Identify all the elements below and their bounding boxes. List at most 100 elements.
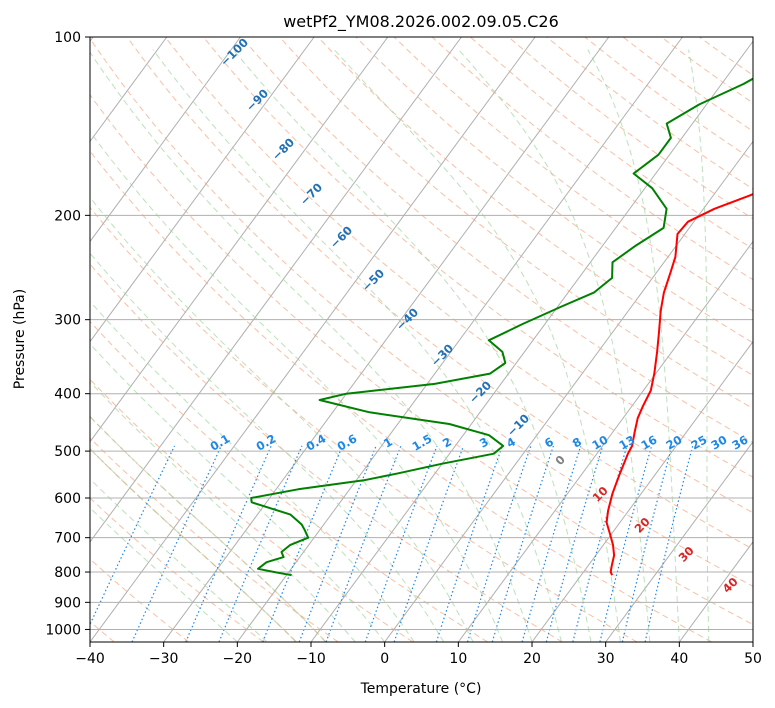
isotherm-line [752, 641, 753, 642]
moist-adiabat-label: 10 [590, 484, 611, 505]
y-tick-label: 100 [54, 30, 81, 46]
moist-adiabat-label: 30 [676, 544, 697, 565]
moist-adiabat-line [90, 252, 445, 642]
moist-adiabat-line [458, 49, 651, 642]
dry-adiabat-line [546, 37, 753, 190]
isotherm-line [90, 37, 315, 343]
moist-adiabat-line [152, 49, 562, 642]
isotherm-line [457, 240, 753, 642]
mixing-ratio-label: 16 [639, 432, 660, 452]
moist-adiabat-line [90, 507, 238, 642]
moist-adiabat-line [587, 49, 680, 642]
mixing-ratio-line [599, 445, 653, 642]
mixing-ratio-line [466, 445, 532, 642]
isotherm-line [531, 340, 753, 642]
mixing-ratio-line [364, 445, 438, 642]
moist-adiabat-line [688, 49, 710, 642]
y-tick-label: 300 [54, 313, 81, 329]
x-axis-label: Temperature (°C) [360, 681, 482, 697]
guide-curve [90, 415, 327, 642]
mixing-ratio-line [262, 445, 343, 642]
dry-adiabat-line [164, 37, 753, 514]
mixing-ratio-line [185, 445, 272, 642]
isotherm-line [90, 37, 241, 243]
moist-adiabat-line [90, 415, 327, 642]
dry-adiabat-line [90, 150, 712, 642]
dry-adiabat-lines [90, 37, 753, 642]
mixing-ratio-label: 36 [730, 432, 751, 452]
y-tick-label: 500 [54, 444, 81, 460]
isotherm-line [90, 37, 389, 443]
x-tick-label: 40 [670, 651, 688, 667]
mixing-ratio-label: 0.2 [254, 431, 279, 453]
moist-adiabat-label: 20 [632, 515, 653, 536]
mixing-ratio-label: 13 [617, 432, 638, 452]
moist-adiabat-line [232, 49, 592, 642]
dry-adiabat-line [90, 93, 753, 626]
x-tick-label: −10 [296, 651, 326, 667]
moist-adiabat-line [90, 478, 268, 642]
y-tick-label: 400 [54, 387, 81, 403]
x-tick-label: 0 [380, 651, 389, 667]
dry-adiabat-line [90, 497, 264, 642]
isotherm-line [605, 440, 753, 642]
x-tick-label: 10 [449, 651, 467, 667]
dry-adiabat-line [699, 37, 753, 76]
mixing-ratio-line [644, 445, 694, 642]
dry-adiabat-line [90, 263, 563, 642]
moist-adiabat-line [90, 300, 415, 642]
mixing-ratio-label: 25 [689, 432, 710, 452]
y-tick-label: 600 [54, 491, 81, 507]
dry-adiabat-line [90, 378, 414, 642]
mixing-ratio-line [491, 445, 554, 642]
isotherm-lines [90, 37, 753, 642]
dry-adiabat-line [90, 37, 753, 587]
isotherm-line [236, 37, 683, 642]
chart-title: wetPf2_YM08.2026.002.09.05.C26 [283, 12, 559, 32]
x-axis: −40 −30 −20 −10 0 10 20 30 40 50 [75, 642, 762, 667]
dry-adiabat-label: −60 [327, 223, 355, 251]
dry-adiabat-label: −40 [393, 305, 421, 333]
x-tick-label: 20 [523, 651, 541, 667]
y-tick-label: 1000 [45, 622, 81, 638]
mixing-ratio-line [325, 445, 402, 642]
mixing-ratio-line [298, 445, 377, 642]
moist-adiabat-line [90, 381, 356, 642]
plot-area [90, 37, 753, 642]
pressure-grid-lines [90, 37, 753, 630]
dry-adiabat-label: −70 [297, 180, 325, 208]
temperature-line [605, 192, 753, 576]
dewpoint-line [250, 77, 753, 577]
mixing-ratio-line [545, 445, 604, 642]
mixing-ratio-label: 6 [542, 434, 556, 450]
mixing-ratio-line [218, 445, 303, 642]
dry-adiabat-label: −30 [428, 341, 456, 369]
dry-adiabat-line [90, 206, 638, 642]
guide-curve [90, 447, 297, 642]
y-tick-label: 800 [54, 565, 81, 581]
x-tick-label: 30 [597, 651, 615, 667]
y-tick-label: 200 [54, 208, 81, 224]
mixing-ratio-line [621, 445, 673, 642]
mixing-ratio-label: 2 [440, 434, 454, 450]
moist-adiabat-label: 40 [720, 575, 741, 596]
isotherm-line [90, 37, 168, 143]
y-tick-label: 700 [54, 531, 81, 547]
dry-adiabat-label: −20 [466, 378, 494, 406]
mixing-ratio-label: 20 [664, 432, 685, 452]
dry-adiabat-line [317, 37, 753, 376]
dry-adiabat-label: −80 [269, 135, 297, 163]
moist-adiabat-line [90, 51, 533, 642]
isotherm-line [90, 37, 536, 642]
moist-adiabat-line [90, 196, 474, 642]
dry-adiabat-line [355, 37, 753, 344]
plot-frame [89, 36, 754, 643]
dry-adiabat-label: −100 [217, 35, 251, 69]
y-axis-label: Pressure (hPa) [12, 289, 28, 389]
moist-adiabat-line [90, 448, 297, 642]
mixing-ratio-label: 0.6 [335, 431, 360, 453]
mixing-ratio-label: 30 [709, 432, 730, 452]
x-tick-label: 50 [744, 651, 762, 667]
dry-adiabat-line [90, 320, 488, 642]
y-tick-label: 900 [54, 595, 81, 611]
